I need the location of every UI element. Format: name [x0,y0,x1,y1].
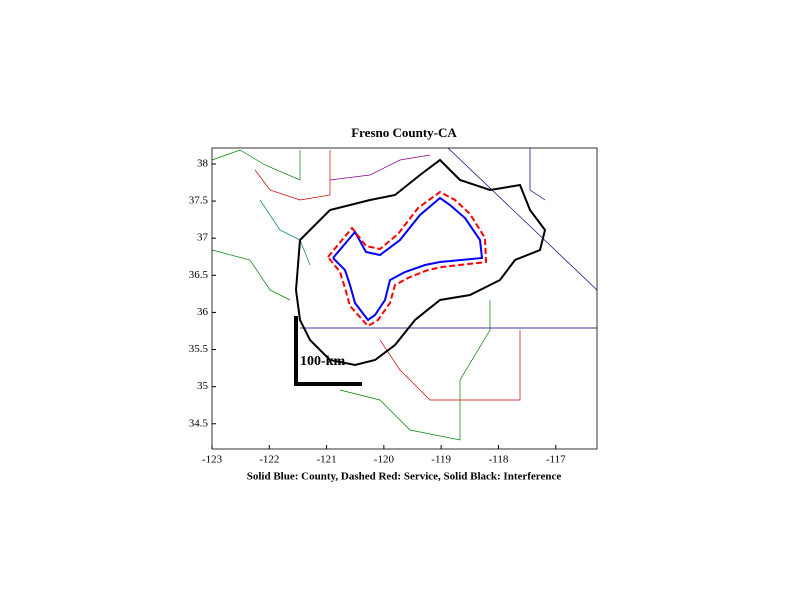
y-tick-label: 35.5 [189,343,209,355]
map-title: Fresno County-CA [351,125,457,140]
x-tick-label: -122 [259,454,279,466]
scale-label: 100-km [300,354,345,369]
y-tick-label: 38 [197,157,209,169]
y-tick-label: 34.5 [189,417,209,429]
scale-bar [294,316,362,386]
x-tick-label: -118 [489,454,509,466]
x-tick-label: -120 [374,454,395,466]
service-contour [327,190,488,328]
x-tick-label: -117 [546,454,566,466]
y-tick-label: 35 [197,380,209,392]
y-tick-label: 36.5 [189,269,209,281]
y-tick-label: 37 [197,232,209,244]
y-tick-label: 37.5 [189,195,209,207]
y-tick-label: 36 [197,306,209,318]
background-boundaries [211,147,598,441]
x-tick-label: -123 [202,454,223,466]
x-tick-label: -121 [316,454,336,466]
county-boundary [332,196,484,322]
x-tick-label: -119 [431,454,451,466]
interference-contour [294,158,547,367]
x-axis-label: Solid Blue: County, Dashed Red: Service,… [247,471,562,483]
map-frame [211,147,598,450]
